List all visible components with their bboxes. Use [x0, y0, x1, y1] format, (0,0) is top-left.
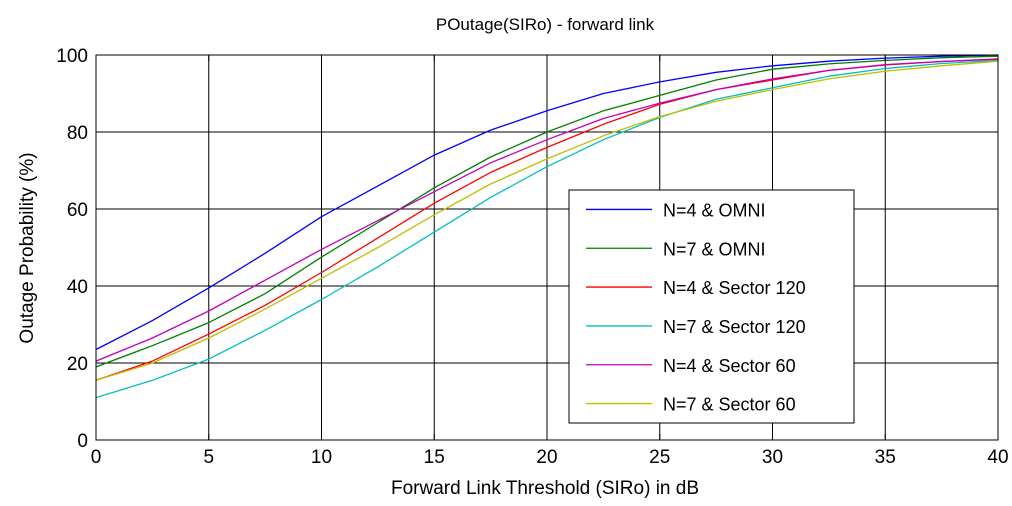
- series-lines: [95, 54, 999, 399]
- legend-box: [568, 189, 855, 424]
- legend-label: N=7 & OMNI: [663, 239, 766, 259]
- x-tick-label: 35: [875, 447, 896, 468]
- legend-label: N=7 & Sector 60: [663, 395, 796, 415]
- y-tick-label: 80: [67, 123, 88, 144]
- y-axis-title: Outage Probability (%): [17, 152, 38, 343]
- x-tick-label: 25: [649, 447, 670, 468]
- series-line-n-7-sector-120: [95, 59, 999, 399]
- legend: N=4 & OMNI N=7 & OMNI N=4 & Sector 120 N=7 …: [568, 189, 855, 424]
- legend-label: N=4 & Sector 60: [663, 356, 796, 376]
- legend-label: N=4 & Sector 120: [663, 278, 806, 298]
- x-tick-label: 20: [536, 447, 557, 468]
- x-tick-label: 10: [311, 447, 332, 468]
- series-line-n-4-omni: [95, 54, 999, 351]
- series-line-n-4-sector-60: [95, 58, 999, 362]
- x-tick-label: 30: [762, 447, 783, 468]
- legend-label: N=4 & OMNI: [663, 200, 766, 220]
- x-tick-label: 0: [91, 447, 102, 468]
- x-tick-labels: 0 5 10 15 20 25 30 35 40: [91, 447, 1009, 468]
- x-tick-label: 40: [987, 447, 1008, 468]
- axis-ticks: [95, 54, 999, 441]
- chart-title: POutage(SIRo) - forward link: [436, 15, 655, 34]
- y-tick-label: 60: [67, 200, 88, 221]
- y-tick-label: 40: [67, 277, 88, 298]
- legend-label: N=7 & Sector 120: [663, 317, 806, 337]
- series-line-n-7-omni: [95, 55, 999, 368]
- y-tick-label: 100: [56, 46, 88, 67]
- series-line-n-7-sector-60: [95, 60, 999, 381]
- legend-items: N=4 & OMNI N=7 & OMNI N=4 & Sector 120 N=7 …: [586, 200, 806, 415]
- y-tick-label: 0: [77, 431, 88, 452]
- y-tick-label: 20: [67, 354, 88, 375]
- x-axis-title: Forward Link Threshold (SIRo) in dB: [391, 478, 699, 499]
- x-tick-label: 5: [203, 447, 214, 468]
- y-tick-labels: 0 20 40 60 80 100: [56, 46, 88, 452]
- plot-area: [95, 54, 999, 441]
- x-tick-label: 15: [424, 447, 445, 468]
